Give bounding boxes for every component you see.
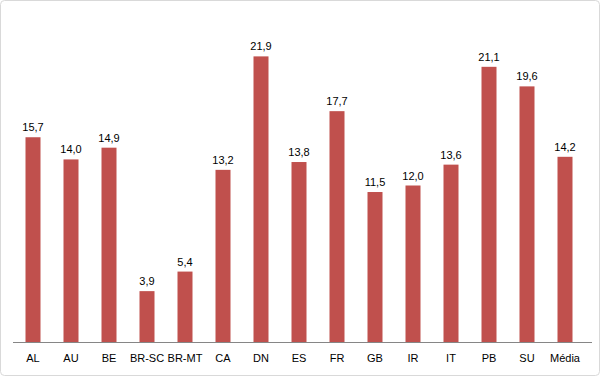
- bar: [216, 170, 231, 342]
- bar: [26, 137, 41, 342]
- bar: [178, 272, 193, 342]
- bar: [482, 67, 497, 342]
- data-label: 14,2: [554, 141, 575, 153]
- chart-frame: [1, 1, 600, 376]
- x-tick-label: FR: [330, 352, 345, 364]
- data-label: 15,7: [22, 121, 43, 133]
- data-label: 19,6: [516, 70, 537, 82]
- data-label: 14,0: [60, 143, 81, 155]
- x-tick-label: BR-MT: [168, 352, 203, 364]
- chart-container: AL AU BE BR-SC BR-MT CA DN ES FR GB IR IT PB SU Média 1…: [0, 0, 600, 376]
- x-tick-label: ES: [292, 352, 307, 364]
- x-tick-label: DN: [253, 352, 269, 364]
- data-label: 13,2: [212, 154, 233, 166]
- bar: [444, 165, 459, 342]
- bar: [330, 111, 345, 342]
- data-label: 5,4: [177, 256, 192, 268]
- data-label: 17,7: [326, 95, 347, 107]
- bars: [26, 56, 573, 342]
- x-tick-label: BE: [102, 352, 117, 364]
- bar: [254, 56, 269, 342]
- x-tick-label: BR-SC: [130, 352, 164, 364]
- x-tick-label: SU: [519, 352, 534, 364]
- x-tick-label: AU: [63, 352, 78, 364]
- bar: [406, 186, 421, 343]
- x-axis-line: [13, 342, 592, 343]
- bar: [102, 148, 117, 342]
- chart-svg: AL AU BE BR-SC BR-MT CA DN ES FR GB IR IT PB SU Média 1…: [0, 0, 600, 376]
- x-tick-label: CA: [215, 352, 231, 364]
- data-label: 21,1: [478, 51, 499, 63]
- x-tick-label: AL: [26, 352, 39, 364]
- bar: [140, 291, 155, 342]
- bar: [558, 157, 573, 342]
- data-label: 12,0: [402, 170, 423, 182]
- data-label: 21,9: [250, 40, 271, 52]
- data-label: 13,8: [288, 146, 309, 158]
- x-tick-label: PB: [482, 352, 497, 364]
- x-tick-label: GB: [367, 352, 383, 364]
- x-tick-label: IR: [408, 352, 419, 364]
- data-label: 13,6: [440, 149, 461, 161]
- bar: [292, 162, 307, 342]
- data-label: 11,5: [365, 176, 386, 188]
- data-label: 3,9: [139, 275, 154, 287]
- bar: [520, 86, 535, 342]
- bar: [64, 159, 79, 342]
- data-label: 14,9: [98, 132, 119, 144]
- bar: [368, 192, 383, 342]
- x-tick-label: IT: [446, 352, 456, 364]
- x-tick-label: Média: [550, 352, 581, 364]
